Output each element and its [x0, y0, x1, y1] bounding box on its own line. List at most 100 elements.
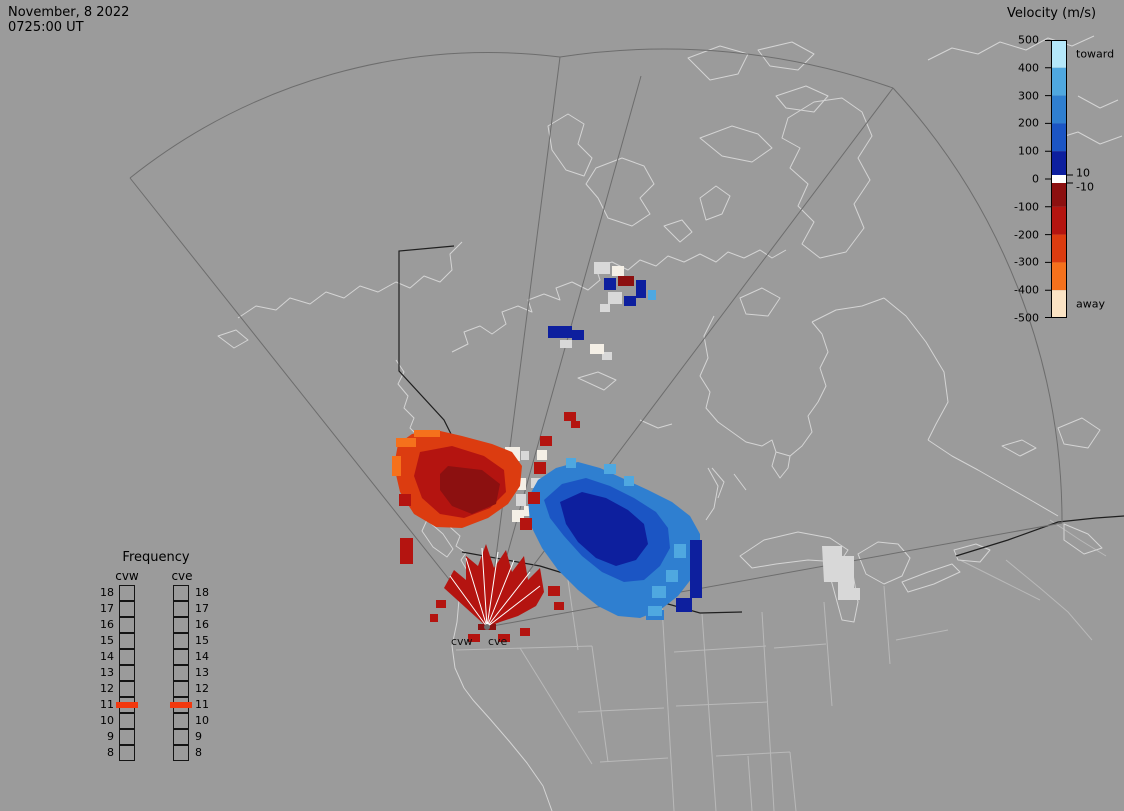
hudson-bay — [699, 315, 829, 457]
freq-scale-cell — [119, 729, 135, 745]
vel-tick-200: 200 — [1018, 116, 1039, 130]
near-range-red-wedge — [430, 544, 564, 642]
cve-toward-scatter-blob — [528, 278, 702, 620]
freq-scale-cell — [173, 649, 189, 665]
freq-tick-label: 18 — [100, 586, 114, 599]
boothia — [699, 185, 731, 221]
labrador-coast — [883, 297, 949, 441]
ellesmere-islands — [687, 41, 829, 113]
freq-tick-label: 11 — [195, 698, 209, 711]
michigan-ground-scatter — [822, 546, 860, 600]
freq-scale-cell — [173, 729, 189, 745]
freq-tick-label: 15 — [195, 634, 209, 647]
freq-tick-label: 16 — [100, 618, 114, 631]
freq-tick-label: 9 — [195, 730, 202, 743]
hudson-strait — [811, 297, 885, 323]
away-label: away — [1076, 297, 1105, 311]
ground-scatter-cells — [516, 262, 860, 600]
cvw-away-scatter-blob — [392, 430, 522, 564]
freq-tick-label: 8 — [195, 746, 202, 759]
freq-scale-cell — [173, 713, 189, 729]
freq-tick-label: 10 — [195, 714, 209, 727]
king-william-island — [663, 219, 693, 243]
freq-scale-cell — [173, 681, 189, 697]
freq-scale-cell — [173, 617, 189, 633]
freq-scale-cell — [119, 633, 135, 649]
vel-tick-n400: -400 — [1014, 283, 1039, 297]
freq-tick-label: 17 — [100, 602, 114, 615]
vel-tick-n100: -100 — [1014, 200, 1039, 214]
banks-island — [547, 113, 593, 177]
vancouver-island — [421, 519, 454, 558]
coastlines — [217, 35, 1123, 811]
toward-scatter-core — [548, 278, 702, 612]
radar-fov-boundary — [129, 48, 1063, 628]
victoria-island — [585, 157, 655, 227]
west-coast — [395, 359, 553, 811]
freq-scale-cell — [173, 745, 189, 761]
vel-tick-0: 0 — [1032, 172, 1039, 186]
freq-tick-label: 17 — [195, 602, 209, 615]
colorbar-segments — [1051, 40, 1067, 318]
freq-tick-label: 11 — [100, 698, 114, 711]
time-label: 0725:00 UT — [8, 20, 84, 35]
freq-tick-label: 16 — [195, 618, 209, 631]
freq-current-marker-cvw — [116, 702, 138, 708]
freq-scale-cell — [173, 665, 189, 681]
vel-tick-100: 100 — [1018, 144, 1039, 158]
vel-tick-500: 500 — [1018, 33, 1039, 47]
velocity-legend-title: Velocity (m/s) — [1007, 6, 1097, 21]
near-range-beam-lines — [449, 547, 541, 628]
freq-scale-cell — [173, 633, 189, 649]
vel-tick-n200: -200 — [1014, 228, 1039, 242]
threshold-lower-label: -10 — [1076, 180, 1094, 194]
near-range-scatter — [430, 544, 564, 642]
vel-tick-n500: -500 — [1014, 311, 1039, 325]
toward-scatter-light-cells — [566, 290, 686, 616]
velocity-colorbar — [1045, 40, 1073, 318]
freq-tick-label: 10 — [100, 714, 114, 727]
freq-tick-label: 18 — [195, 586, 209, 599]
southampton-island — [739, 287, 781, 317]
radar-site-marker — [484, 624, 490, 630]
freq-current-marker-cve — [170, 702, 192, 708]
anticosti — [1001, 439, 1037, 457]
toward-label: toward — [1076, 47, 1115, 61]
alaska-coast — [237, 241, 463, 319]
alaska-island — [217, 329, 249, 349]
us-canada-border-east — [955, 515, 1124, 557]
freq-tick-label: 14 — [195, 650, 209, 663]
threshold-upper-label: 10 — [1076, 166, 1090, 180]
james-bay — [771, 451, 791, 479]
lake-erie — [901, 563, 961, 593]
baffin-island — [781, 97, 873, 259]
alaska-canada-border — [398, 245, 457, 445]
away-scatter-bright-edge — [392, 430, 440, 476]
vel-tick-n300: -300 — [1014, 255, 1039, 269]
freq-scale-cell — [119, 585, 135, 601]
freq-tick-label: 9 — [107, 730, 114, 743]
colorbar-frame — [1045, 40, 1073, 318]
state-borders — [455, 519, 1107, 811]
freq-scale-cell — [119, 713, 135, 729]
beam-boundary-dark-red-cell — [618, 276, 634, 286]
freq-scale-cell — [119, 649, 135, 665]
date-label: November, 8 2022 — [8, 5, 130, 20]
freq-tick-label: 13 — [195, 666, 209, 679]
freq-scale-cell — [119, 617, 135, 633]
freq-scale-cell — [119, 665, 135, 681]
radar-label-cvw: cvw — [451, 635, 473, 648]
freq-tick-label: 15 — [100, 634, 114, 647]
freq-scale-cell — [119, 601, 135, 617]
freq-column-label-cvw: cvw — [115, 569, 139, 583]
freq-tick-label: 14 — [100, 650, 114, 663]
away-scatter-core — [440, 466, 500, 514]
nova-scotia — [1063, 523, 1103, 555]
vel-tick-300: 300 — [1018, 89, 1039, 103]
freq-tick-label: 8 — [107, 746, 114, 759]
radar-label-cve: cve — [488, 635, 508, 648]
freq-tick-label: 12 — [100, 682, 114, 695]
freq-tick-label: 12 — [195, 682, 209, 695]
